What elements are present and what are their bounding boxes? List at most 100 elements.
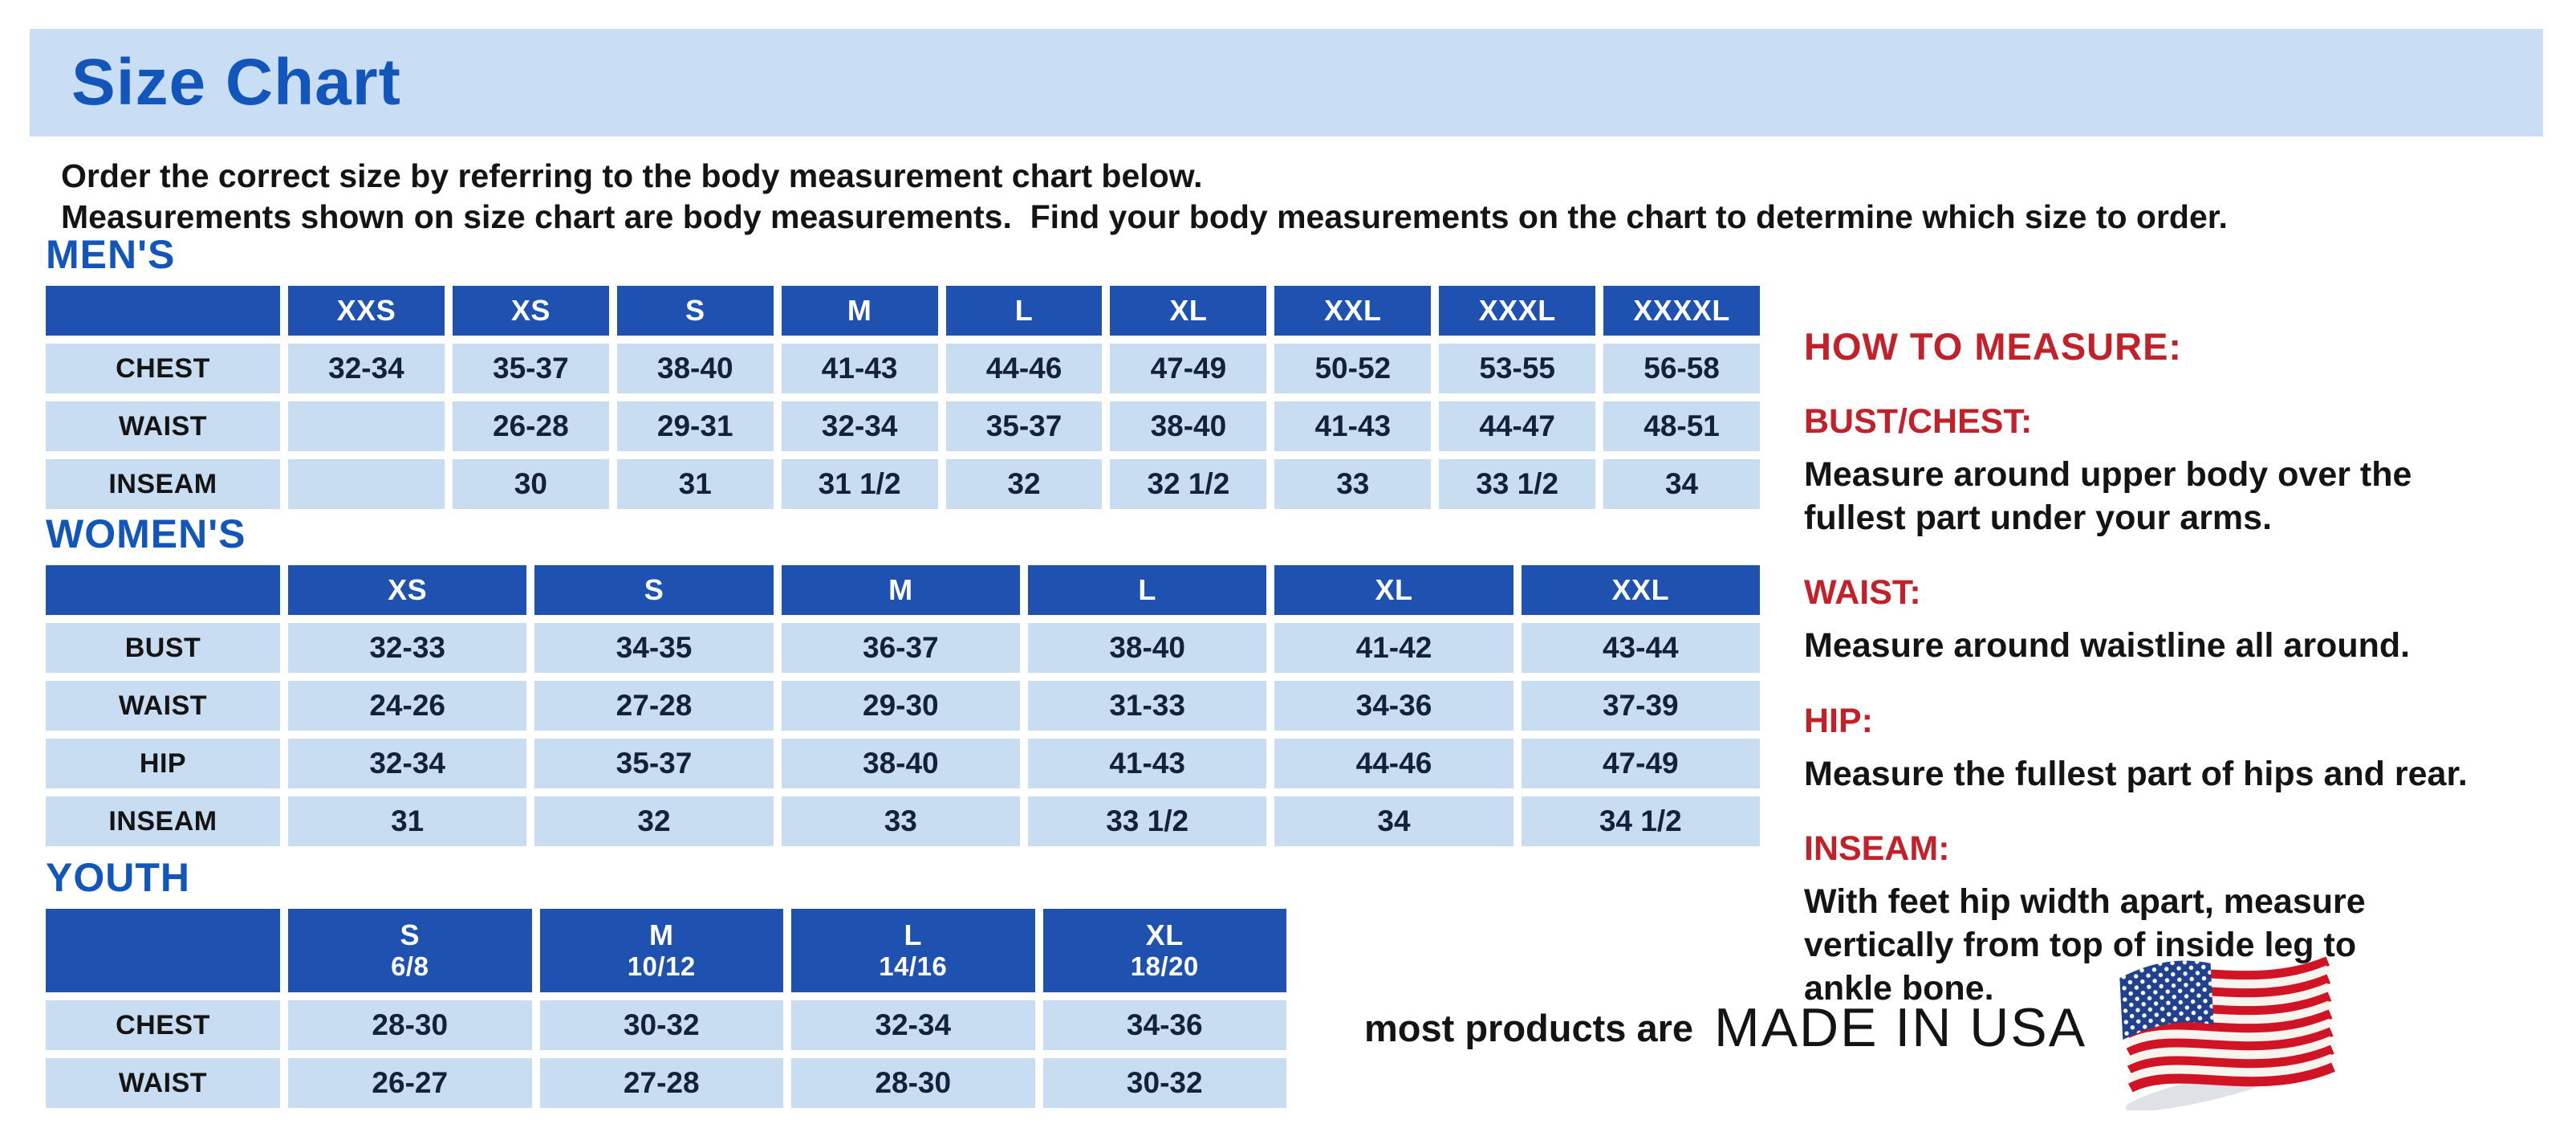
size-cell: 34-35 [534,623,774,673]
size-cell: 32 1/2 [1110,459,1267,509]
size-cell: 33 1/2 [1027,796,1267,846]
mens-column-header-xxl: XXL [1274,286,1432,336]
column-header-label: L [1138,572,1156,606]
section-womens: WOMEN'S XS S M L XL XXL BUST 32-33 34-35 36-37 38-4… [46,514,1760,846]
size-cell: 31 1/2 [781,459,938,509]
footer-emphasis: MADE IN USA [1714,997,2087,1058]
size-cell: 32 [945,459,1103,509]
mens-column-header-xxxl: XXXL [1439,286,1596,336]
column-header-sublabel: 6/8 [391,951,429,981]
youth-column-header-m: M 10/12 [539,909,783,992]
measure-term: BUST/CHEST: [1804,402,2033,441]
size-cell: 34 [1603,459,1761,509]
youth-size-table: S 6/8 M 10/12 L 14/16 XL 18/20 CHEST 28-30 30-32 32… [46,909,1286,1108]
size-cell: 41-43 [1027,739,1267,788]
mens-section-heading: MEN'S [46,232,176,277]
column-header-label: XXXXL [1633,293,1730,327]
size-cell: 50-52 [1274,344,1432,393]
row-label: WAIST [46,401,280,451]
size-cell: 44-46 [945,344,1103,393]
size-cell: 37-39 [1521,681,1760,731]
page-title: Size Chart [71,46,401,119]
mens-column-header-s: S [616,286,774,336]
row-label: CHEST [46,1000,280,1050]
size-cell: 34-36 [1274,681,1514,731]
size-cell: 32-34 [288,739,527,788]
size-cell: 53-55 [1439,344,1596,393]
womens-column-header-xl: XL [1274,565,1514,615]
column-header-label: M [847,293,872,327]
womens-column-header-s: S [534,565,774,615]
mens-column-header-m: M [781,286,938,336]
made-in-usa-note: most products are MADE IN USA [1364,947,2350,1110]
size-cell: 31 [288,796,527,846]
size-cell: 24-26 [288,681,527,731]
size-cell: 33 [1274,459,1432,509]
size-cell: 35-37 [945,401,1103,451]
womens-section-heading: WOMEN'S [46,511,246,556]
size-cell: 41-43 [781,344,938,393]
measure-term: WAIST: [1804,573,1921,613]
column-header-label: S [400,918,420,952]
column-header-label: XS [388,572,428,606]
size-cell: 56-58 [1603,344,1761,393]
size-cell: 31-33 [1027,681,1267,731]
youth-column-header-s: S 6/8 [288,909,532,992]
size-cell: 26-27 [288,1058,532,1108]
footer-prefix: most products are [1364,1006,1694,1049]
row-label: BUST [46,623,280,673]
measure-description: Measure the fullest part of hips and rea… [1804,754,2468,793]
mens-row-waist: WAIST 26-28 29-31 32-34 35-37 38-40 41-43 44-47… [46,401,1761,451]
size-cell: 27-28 [539,1058,783,1108]
size-cell: 31 [616,459,774,509]
size-cell: 47-49 [1110,344,1267,393]
mens-size-table: XXS XS S M L XL XXL XXXL XXXXL CHEST 32-34 35-37 38-… [46,286,1761,509]
size-cell: 38-40 [781,739,1020,788]
size-cell: 44-46 [1274,739,1514,788]
size-cell: 36-37 [781,623,1020,673]
column-header-label: S [685,293,705,327]
size-cell: 38-40 [1110,401,1267,451]
size-cell: 32-34 [781,401,938,451]
size-cell [288,459,445,509]
size-cell: 32-34 [791,1000,1035,1050]
size-cell: 34-36 [1042,1000,1286,1050]
womens-header-corner-cell [46,565,280,615]
size-cell: 30-32 [1042,1058,1286,1108]
size-cell: 32-33 [288,623,527,673]
column-header-label: XL [1169,293,1208,327]
row-label: HIP [46,739,280,788]
womens-column-header-xxl: XXL [1521,565,1760,615]
row-label: WAIST [46,681,280,731]
column-header-label: L [1014,293,1034,327]
mens-column-header-l: L [945,286,1103,336]
row-label: INSEAM [46,459,280,509]
size-cell: 35-37 [534,739,774,788]
column-header-sublabel: 18/20 [1130,951,1199,981]
intro-line-2: Measurements shown on size chart are bod… [61,198,2228,236]
size-cell: 38-40 [1027,623,1267,673]
measure-term: INSEAM: [1804,829,1950,868]
column-header-label: XS [510,293,551,327]
section-youth: YOUTH S 6/8 M 10/12 L 14/16 XL 18/20 CHEST 28-30 30… [46,857,1286,1108]
womens-column-header-m: M [781,565,1020,615]
size-cell: 47-49 [1521,739,1760,788]
column-header-label: XXS [336,293,396,327]
youth-column-header-xl: XL 18/20 [1042,909,1286,992]
womens-header-row: XS S M L XL XXL [46,565,1760,615]
measure-description: With feet hip width apart, measure verti… [1804,882,2366,1008]
column-header-label: XXXL [1478,293,1556,327]
size-cell: 44-47 [1439,401,1596,451]
mens-column-header-xl: XL [1110,286,1267,336]
column-header-sublabel: 14/16 [879,951,948,981]
womens-row-waist: WAIST 24-26 27-28 29-30 31-33 34-36 37-39 [46,681,1760,731]
size-cell: 33 1/2 [1439,459,1596,509]
measure-term: HIP: [1804,701,1873,740]
mens-header-row: XXS XS S M L XL XXL XXXL XXXXL [46,286,1761,336]
how-to-measure-items: BUST/CHEST: Measure around upper body ove… [1804,402,2576,1010]
size-cell: 41-43 [1274,401,1432,451]
section-mens: MEN'S XXS XS S M L XL XXL XXXL XXXXL CHEST 32-34 35-… [46,232,1761,509]
measure-description: Measure around waistline all around. [1804,626,2411,666]
mens-column-header-xxs: XXS [288,286,445,336]
